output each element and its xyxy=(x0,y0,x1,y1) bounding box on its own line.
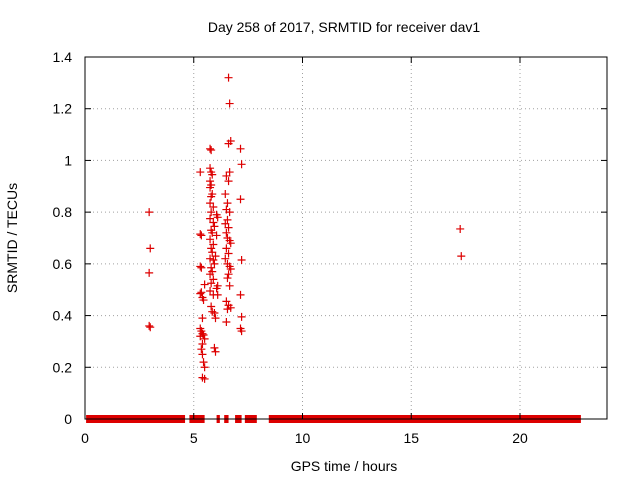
x-tick-label: 10 xyxy=(295,430,311,446)
data-point xyxy=(198,314,207,323)
data-point xyxy=(211,314,220,323)
data-point xyxy=(210,343,219,352)
data-point xyxy=(146,323,155,332)
data-point xyxy=(209,218,218,227)
data-point xyxy=(200,334,209,343)
data-point xyxy=(226,265,235,274)
data-point xyxy=(197,288,206,297)
data-point xyxy=(221,190,230,199)
data-point xyxy=(224,270,233,279)
data-point xyxy=(236,195,245,204)
data-point xyxy=(207,192,216,201)
data-point xyxy=(198,350,207,359)
data-point xyxy=(196,168,205,177)
data-point xyxy=(237,312,246,321)
data-point xyxy=(224,73,233,82)
data-point xyxy=(457,252,466,261)
y-axis-label: SRMTID / TECUs xyxy=(4,183,20,293)
x-tick-label: 15 xyxy=(403,430,419,446)
data-point xyxy=(145,321,154,330)
data-point xyxy=(208,170,217,179)
data-point xyxy=(223,305,232,314)
y-tick-label: 0.8 xyxy=(53,204,73,220)
data-point xyxy=(237,160,246,169)
data-point xyxy=(145,268,154,277)
y-tick-label: 1.4 xyxy=(53,49,73,65)
data-points xyxy=(145,73,466,383)
data-point xyxy=(222,244,231,253)
y-tick-label: 0.2 xyxy=(53,359,73,375)
data-point xyxy=(206,270,215,279)
data-point xyxy=(145,208,154,217)
x-tick-label: 20 xyxy=(512,430,528,446)
grid-lines xyxy=(85,57,607,419)
data-point xyxy=(207,208,216,217)
x-axis-label: GPS time / hours xyxy=(291,458,398,474)
data-point xyxy=(206,164,215,173)
data-point xyxy=(198,340,207,349)
data-point xyxy=(225,208,234,217)
data-point xyxy=(196,262,205,271)
data-point xyxy=(224,223,233,232)
data-point xyxy=(208,228,217,237)
data-point xyxy=(199,358,208,367)
y-tick-label: 1 xyxy=(64,152,72,168)
data-point xyxy=(222,318,231,327)
data-point xyxy=(221,254,230,263)
data-point xyxy=(224,177,233,186)
data-point xyxy=(225,168,234,177)
data-point xyxy=(196,230,205,239)
data-point xyxy=(226,239,235,248)
data-point xyxy=(146,244,155,253)
data-point xyxy=(236,144,245,153)
data-point xyxy=(210,308,219,317)
data-point xyxy=(197,345,206,354)
data-point xyxy=(207,279,216,288)
data-point xyxy=(213,290,222,299)
data-point xyxy=(236,290,245,299)
data-point xyxy=(206,144,215,153)
data-point xyxy=(237,327,246,336)
data-point xyxy=(226,137,235,146)
data-point xyxy=(225,99,234,108)
plot-frame xyxy=(84,56,608,420)
data-point xyxy=(223,274,232,283)
data-point xyxy=(212,231,221,240)
data-point xyxy=(211,347,220,356)
chart-title: Day 258 of 2017, SRMTID for receiver dav… xyxy=(208,19,481,35)
data-point xyxy=(207,263,216,272)
y-tick-label: 0.6 xyxy=(53,256,73,272)
data-point xyxy=(200,363,209,372)
data-point xyxy=(206,235,215,244)
x-tick-label: 0 xyxy=(81,430,89,446)
y-tick-label: 1.2 xyxy=(53,101,73,117)
data-point xyxy=(206,183,215,192)
y-tick-label: 0.4 xyxy=(53,308,73,324)
data-point xyxy=(209,202,218,211)
data-point xyxy=(207,302,216,311)
data-point xyxy=(197,231,206,240)
data-point xyxy=(199,296,208,305)
data-point xyxy=(207,146,216,155)
data-point xyxy=(456,224,465,233)
data-point xyxy=(225,281,234,290)
data-point xyxy=(196,332,205,341)
y-tick-label: 0 xyxy=(64,411,72,427)
data-point xyxy=(213,213,222,222)
data-point xyxy=(200,280,209,289)
data-point xyxy=(207,244,216,253)
data-point xyxy=(237,255,246,264)
data-point xyxy=(197,263,206,272)
data-point xyxy=(211,252,220,261)
data-point xyxy=(200,374,209,383)
data-point xyxy=(224,249,233,258)
axis-ticks: 0 5 10 15 20 0 0.2 0.4 0.6 0.8 1 1.2 1.4 xyxy=(53,49,607,446)
data-point xyxy=(222,228,231,237)
x-tick-label: 5 xyxy=(190,430,198,446)
data-point xyxy=(223,199,232,208)
data-point xyxy=(212,284,221,293)
